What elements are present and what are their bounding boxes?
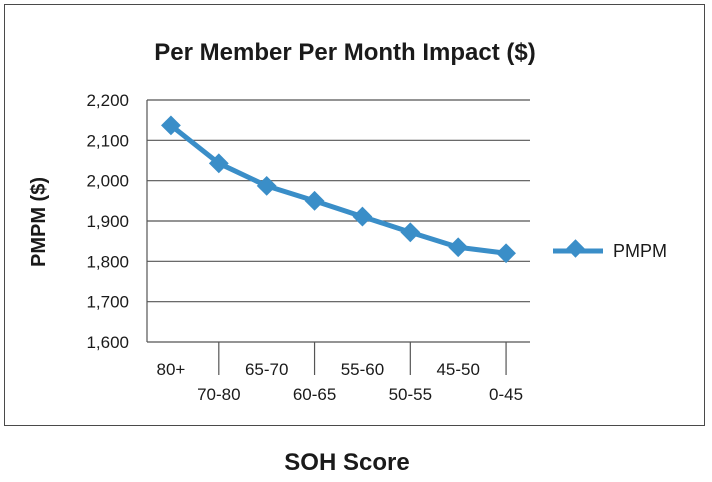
data-point — [208, 153, 229, 174]
x-tick-label: 65-70 — [245, 360, 288, 379]
legend-marker — [566, 239, 585, 258]
x-axis — [146, 100, 507, 375]
x-tick-label: 50-55 — [389, 385, 432, 404]
data-point — [161, 115, 181, 136]
x-tick-label: 45-50 — [436, 360, 479, 379]
x-tick-label: 0-45 — [489, 385, 523, 404]
y-tick-label: 2,000 — [86, 172, 129, 191]
y-tick-label: 2,100 — [86, 131, 129, 150]
legend-label: PMPM — [613, 241, 667, 261]
legend: PMPM — [553, 239, 667, 261]
y-tick-label: 1,900 — [86, 212, 129, 231]
x-tick-label: 80+ — [157, 360, 186, 379]
y-axis-ticks: 1,600 1,700 1,800 1,900 2,000 2,100 2,200 — [86, 91, 129, 352]
x-axis-label: SOH Score — [284, 449, 409, 476]
data-point — [256, 176, 277, 196]
y-tick-label: 1,600 — [86, 333, 129, 352]
y-tick-label: 1,700 — [86, 293, 129, 312]
y-tick-label: 1,800 — [86, 252, 129, 271]
y-tick-label: 2,200 — [86, 91, 129, 110]
series-pmpm — [161, 115, 516, 264]
chart-title: Per Member Per Month Impact ($) — [154, 39, 535, 66]
data-point — [400, 222, 421, 243]
x-tick-label: 55-60 — [341, 360, 384, 379]
x-tick-label: 60-65 — [293, 385, 336, 404]
y-axis-label: PMPM ($) — [28, 177, 50, 267]
data-point — [304, 190, 325, 211]
data-point — [448, 237, 469, 258]
series-line — [169, 123, 507, 256]
data-point — [352, 206, 373, 227]
data-point — [496, 243, 516, 264]
x-tick-label: 70-80 — [197, 385, 240, 404]
grid-lines — [147, 99, 530, 343]
